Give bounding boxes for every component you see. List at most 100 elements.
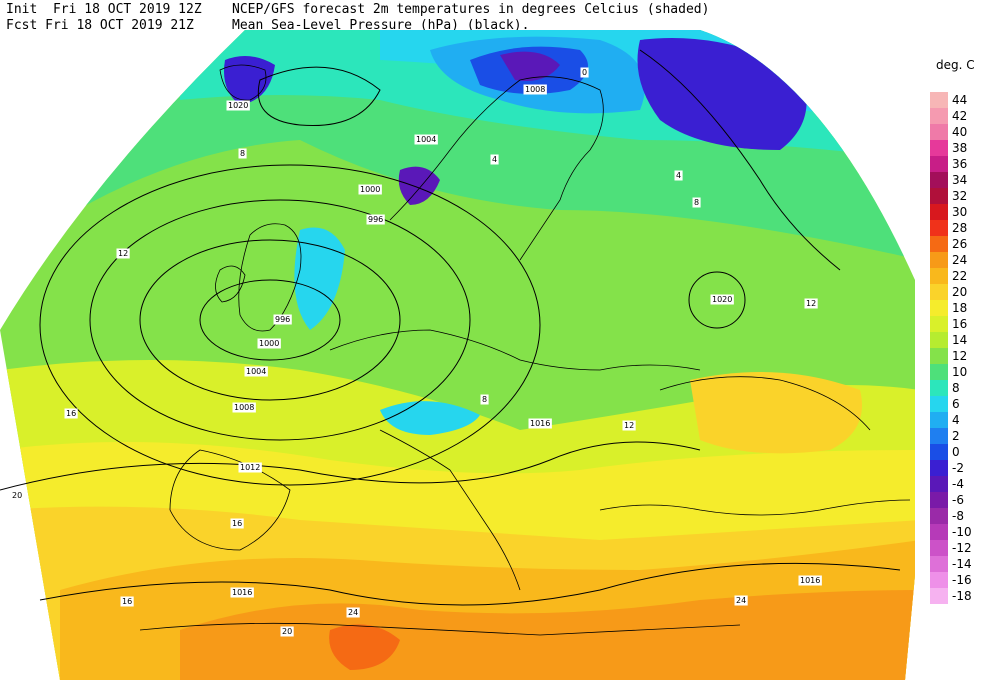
- legend-label: 18: [952, 301, 968, 315]
- legend-swatch: [930, 508, 948, 524]
- legend-label: 24: [952, 253, 968, 267]
- legend-entry: 4: [930, 412, 990, 428]
- isobar-label: 996: [275, 315, 290, 324]
- isobar-label: 1016: [232, 588, 252, 597]
- label-background: [64, 408, 78, 419]
- legend-label: -4: [952, 477, 964, 491]
- temp-contour-label: 8: [482, 395, 487, 404]
- legend-label: 8: [952, 381, 960, 395]
- legend-swatch: [930, 220, 948, 236]
- legend-entry: 40: [930, 124, 990, 140]
- legend-swatch: [930, 444, 948, 460]
- isobars: [0, 49, 901, 606]
- label-background: [674, 170, 683, 181]
- label-background: [230, 518, 244, 529]
- isobar-label: 1004: [246, 367, 266, 376]
- legend-label: 4: [952, 413, 960, 427]
- label-background: [346, 607, 360, 618]
- legend-entry: 42: [930, 108, 990, 124]
- temperature-labels: 8 4 12 16 20 24 12 8 4 0 8 12 16 20 24 1…: [10, 67, 818, 637]
- legend-entry: -2: [930, 460, 990, 476]
- isobar-label: 1020: [228, 101, 248, 110]
- legend-label: -2: [952, 461, 964, 475]
- legend-entry: 18: [930, 300, 990, 316]
- label-background: [480, 394, 489, 405]
- label-background: [238, 462, 262, 473]
- legend-swatch: [930, 124, 948, 140]
- legend-swatch: [930, 300, 948, 316]
- temp-contour-label: 16: [232, 519, 242, 528]
- label-background: [528, 418, 552, 429]
- legend-entry: -16: [930, 572, 990, 588]
- country-borders: [139, 64, 911, 636]
- legend-label: 30: [952, 205, 968, 219]
- legend-swatch: [930, 268, 948, 284]
- legend-entry: 34: [930, 172, 990, 188]
- legend-swatch: [930, 188, 948, 204]
- legend-swatch: [930, 460, 948, 476]
- label-background: [273, 314, 292, 325]
- legend-label: 6: [952, 397, 960, 411]
- map-title: NCEP/GFS forecast 2m temperatures in deg…: [232, 2, 710, 17]
- legend-swatch: [930, 252, 948, 268]
- isobar-label: 1012: [240, 463, 260, 472]
- legend-swatch: [930, 428, 948, 444]
- legend-entry: 24: [930, 252, 990, 268]
- legend-label: 36: [952, 157, 968, 171]
- temp-contour-label: 12: [806, 299, 816, 308]
- label-background: [280, 626, 294, 637]
- legend-swatch: [930, 284, 948, 300]
- legend-swatch: [930, 588, 948, 604]
- legend-entry: 12: [930, 348, 990, 364]
- legend-entry: -10: [930, 524, 990, 540]
- legend-label: 42: [952, 109, 968, 123]
- temp-contour-label: 24: [736, 596, 746, 605]
- legend-swatch: [930, 108, 948, 124]
- legend-entry: -18: [930, 588, 990, 604]
- legend-label: 16: [952, 317, 968, 331]
- label-background: [116, 248, 130, 259]
- temp-contour-label: 8: [240, 149, 245, 158]
- legend-entry: 20: [930, 284, 990, 300]
- temp-contour-label: 8: [694, 198, 699, 207]
- temperature-shading: [0, 30, 915, 680]
- legend-label: 26: [952, 237, 968, 251]
- legend-entry: 44: [930, 92, 990, 108]
- temp-contour-label: 16: [122, 597, 132, 606]
- temp-contour-label: 16: [66, 409, 76, 418]
- legend-label: 22: [952, 269, 968, 283]
- legend-entry: -4: [930, 476, 990, 492]
- isobar-label: 1016: [800, 576, 820, 585]
- legend-entry: 28: [930, 220, 990, 236]
- init-time: Init Fri 18 OCT 2019 12Z: [6, 2, 202, 17]
- legend-label: -10: [952, 525, 972, 539]
- legend-swatch: [930, 316, 948, 332]
- label-background: [244, 366, 268, 377]
- label-background: [692, 197, 701, 208]
- label-background: [10, 490, 24, 501]
- forecast-time: Fcst Fri 18 OCT 2019 21Z: [6, 18, 194, 33]
- legend-label: 28: [952, 221, 968, 235]
- legend-label: 38: [952, 141, 968, 155]
- legend-label: 10: [952, 365, 968, 379]
- legend-swatch: [930, 556, 948, 572]
- label-background: [366, 214, 385, 225]
- label-background: [414, 134, 438, 145]
- legend-label: 32: [952, 189, 968, 203]
- legend-label: 12: [952, 349, 968, 363]
- legend-label: 40: [952, 125, 968, 139]
- legend-title: deg. C: [936, 58, 975, 72]
- legend-swatch: [930, 204, 948, 220]
- legend-entry: 22: [930, 268, 990, 284]
- legend-swatch: [930, 540, 948, 556]
- temp-contour-label: 4: [676, 171, 681, 180]
- legend-entry: 10: [930, 364, 990, 380]
- legend-swatch: [930, 140, 948, 156]
- legend-label: 44: [952, 93, 968, 107]
- temp-contour-label: 12: [118, 249, 128, 258]
- legend-label: 0: [952, 445, 960, 459]
- label-background: [622, 420, 636, 431]
- isobar-label: 1004: [416, 135, 436, 144]
- label-background: [257, 338, 281, 349]
- legend-entry: -6: [930, 492, 990, 508]
